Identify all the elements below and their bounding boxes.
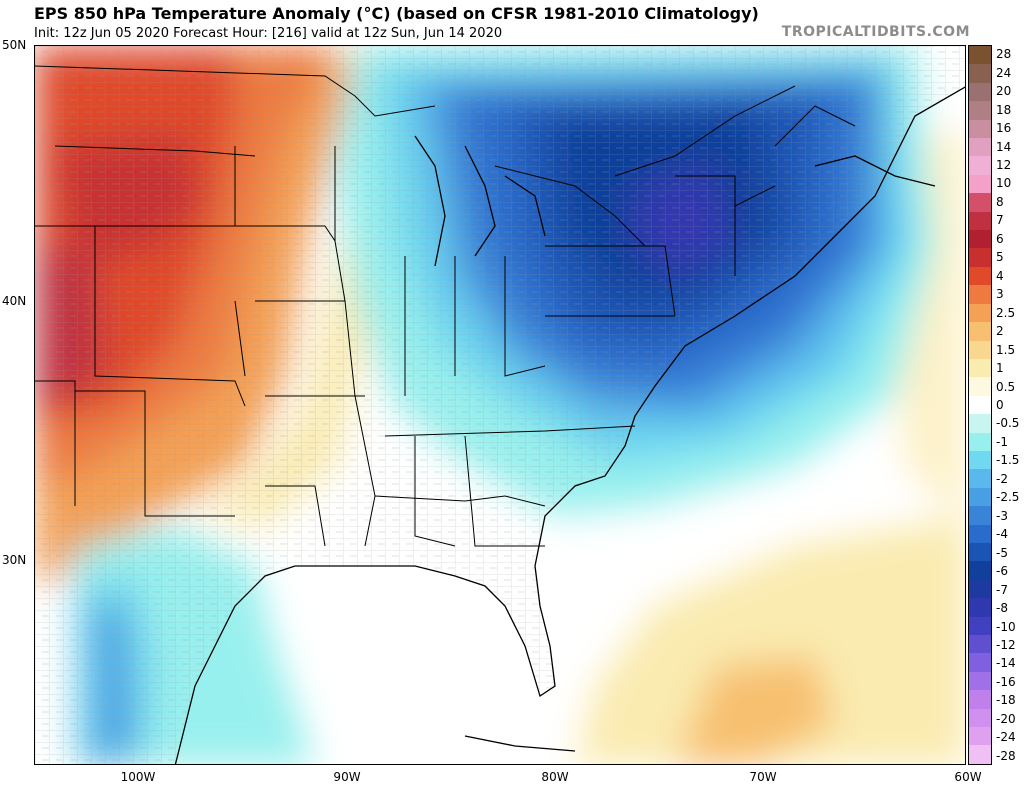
- colorbar-swatch: [969, 64, 991, 83]
- colorbar-swatch: [969, 322, 991, 341]
- colorbar-labels: 28 24 20 18 16 14 12 10 8 7 6 5 4 3 2.5 2 1.5 1 0.5 0 -0.5 -1…: [996, 45, 1024, 765]
- colorbar-tick-label: 7: [996, 213, 1004, 228]
- colorbar-swatch: [969, 542, 991, 562]
- colorbar-tick-label: 6: [996, 231, 1004, 246]
- colorbar-tick-label: -12: [996, 638, 1016, 652]
- colorbar-tick-label: 8: [996, 194, 1004, 209]
- colorbar-swatch: [969, 414, 991, 433]
- colorbar-tick-label: -2: [996, 471, 1008, 486]
- colorbar-swatch: [969, 469, 991, 488]
- forecast-info: Init: 12z Jun 05 2020 Forecast Hour: [21…: [34, 26, 503, 41]
- colorbar-swatch: [969, 303, 991, 323]
- colorbar-swatch: [969, 138, 991, 157]
- colorbar-tick-label: -18: [996, 693, 1016, 708]
- map-title: EPS 850 hPa Temperature Anomaly (°C) (ba…: [34, 4, 759, 23]
- colorbar-tick-label: -5: [996, 545, 1008, 560]
- colorbar-tick-label: 4: [996, 268, 1004, 283]
- colorbar-tick-label: -1: [996, 434, 1008, 449]
- colorbar-tick-label: 3: [996, 287, 1004, 302]
- colorbar-tick-label: 24: [996, 65, 1012, 80]
- colorbar-swatch: [969, 450, 991, 470]
- colorbar-swatch: [969, 579, 991, 599]
- lon-label-70w: 70W: [749, 770, 777, 784]
- lon-label-60w: 60W: [954, 770, 982, 784]
- colorbar-tick-label: -7: [996, 582, 1008, 597]
- colorbar-swatch: [969, 230, 991, 249]
- colorbar-swatch: [969, 82, 991, 102]
- colorbar-swatch: [969, 174, 991, 194]
- colorbar-tick-label: 28: [996, 47, 1012, 62]
- colorbar-tick-label: -24: [996, 730, 1016, 745]
- colorbar-tick-label: 18: [996, 102, 1012, 117]
- colorbar-swatch: [969, 506, 991, 525]
- colorbar-swatch: [969, 248, 991, 267]
- colorbar-swatch: [969, 635, 991, 654]
- colorbar-swatch: [969, 101, 991, 120]
- colorbar-swatch: [969, 598, 991, 617]
- colorbar-tick-label: -20: [996, 711, 1016, 726]
- colorbar-tick-label: 2.5: [996, 305, 1016, 320]
- colorbar-tick-label: -6: [996, 564, 1008, 579]
- colorbar: [968, 45, 992, 765]
- colorbar-swatch: [969, 745, 991, 764]
- colorbar-tick-label: -8: [996, 601, 1008, 616]
- colorbar-tick-label: -1.5: [996, 453, 1020, 468]
- colorbar-swatch: [969, 285, 991, 304]
- colorbar-swatch: [969, 266, 991, 286]
- colorbar-tick-label: 1: [996, 361, 1004, 376]
- colorbar-tick-label: -0.5: [996, 416, 1020, 431]
- anomaly-map-canvas: [35, 46, 965, 764]
- anomaly-map: [34, 45, 966, 765]
- colorbar-tick-label: 20: [996, 84, 1012, 99]
- colorbar-swatch: [969, 193, 991, 212]
- colorbar-swatch: [969, 616, 991, 635]
- colorbar-tick-label: 0: [996, 398, 1004, 412]
- lat-label-50n: 50N: [2, 38, 27, 52]
- colorbar-tick-label: 12: [996, 158, 1012, 172]
- colorbar-swatch: [969, 708, 991, 728]
- coastlines: [174, 86, 965, 764]
- colorbar-swatch: [969, 46, 991, 65]
- state-borders: [35, 65, 856, 547]
- colorbar-swatch: [969, 690, 991, 709]
- colorbar-swatch: [969, 377, 991, 396]
- colorbar-tick-label: -14: [996, 656, 1016, 671]
- colorbar-swatch: [969, 340, 991, 359]
- colorbar-tick-label: 16: [996, 121, 1012, 136]
- colorbar-swatch: [969, 561, 991, 580]
- colorbar-tick-label: 10: [996, 176, 1012, 191]
- colorbar-tick-label: -3: [996, 508, 1008, 523]
- brand-watermark[interactable]: TROPICALTIDBITS.COM: [781, 24, 970, 40]
- colorbar-swatch: [969, 432, 991, 451]
- colorbar-swatch: [969, 156, 991, 175]
- colorbar-tick-label: -28: [996, 748, 1016, 763]
- colorbar-tick-label: -2.5: [996, 490, 1020, 505]
- colorbar-tick-label: -4: [996, 527, 1008, 542]
- lat-label-40n: 40N: [2, 294, 27, 308]
- lat-label-30n: 30N: [2, 553, 27, 567]
- colorbar-tick-label: 0.5: [996, 379, 1016, 394]
- colorbar-tick-label: -10: [996, 619, 1016, 634]
- lon-label-80w: 80W: [541, 770, 569, 784]
- colorbar-swatch: [969, 487, 991, 507]
- colorbar-tick-label: -16: [996, 674, 1016, 689]
- colorbar-tick-label: 1.5: [996, 342, 1016, 357]
- colorbar-tick-label: 2: [996, 324, 1004, 339]
- colorbar-swatch: [969, 653, 991, 672]
- colorbar-swatch: [969, 119, 991, 139]
- colorbar-swatch: [969, 727, 991, 746]
- colorbar-swatch: [969, 395, 991, 415]
- colorbar-tick-label: 5: [996, 250, 1004, 265]
- colorbar-swatch: [969, 671, 991, 691]
- lon-label-90w: 90W: [333, 770, 361, 784]
- colorbar-swatch: [969, 524, 991, 543]
- colorbar-tick-label: 14: [996, 139, 1012, 154]
- colorbar-swatch: [969, 211, 991, 231]
- lon-label-100w: 100W: [120, 770, 156, 784]
- colorbar-swatch: [969, 358, 991, 378]
